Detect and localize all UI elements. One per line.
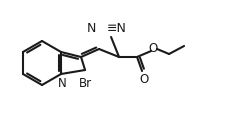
Text: Br: Br (78, 77, 92, 90)
Text: O: O (148, 42, 158, 55)
Text: O: O (139, 73, 149, 86)
Text: N: N (58, 77, 66, 90)
Text: N: N (86, 22, 96, 35)
Text: ≡N: ≡N (107, 22, 127, 35)
